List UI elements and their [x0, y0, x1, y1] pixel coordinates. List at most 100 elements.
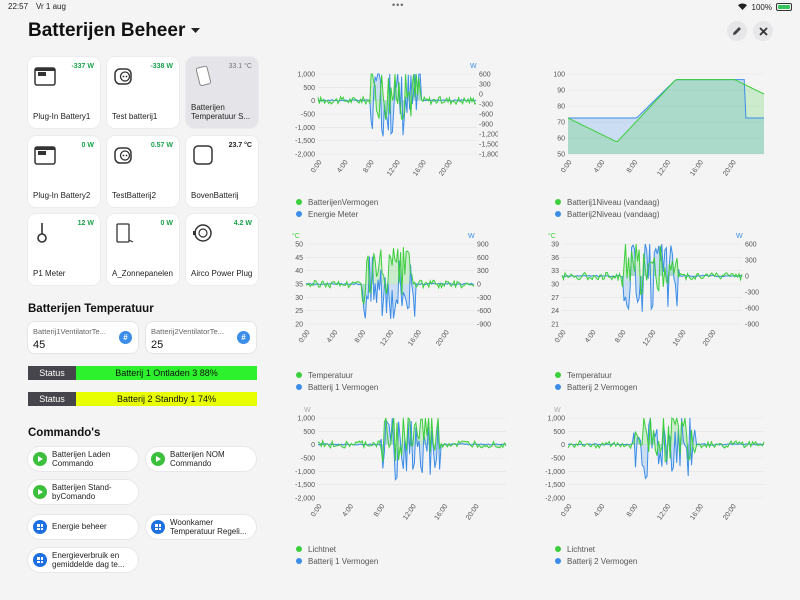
edit-button[interactable]	[727, 21, 747, 41]
date: Vr 1 aug	[36, 2, 66, 11]
legend-item[interactable]: Batterij 2 Vermogen	[555, 381, 637, 393]
y-tick-label: -1,500	[545, 482, 565, 489]
legend-item[interactable]: Temperatuur	[555, 369, 637, 381]
batterij2-ventilator-field[interactable]: Batterij2VentilatorTe... 25 #	[146, 322, 256, 353]
x-tick-label: 20:00	[435, 329, 451, 347]
tile-plug-in-battery2[interactable]: 0 W Plug-In Battery2	[28, 136, 100, 207]
tile-batterijen-temperatuur[interactable]: 33.1 °C Batterijen Temperatuur S...	[186, 57, 258, 128]
chart-svg: 1,000 500 0 -500 -1,000 -1,500 -2,000 600 300 0 -3…	[295, 63, 499, 178]
cmd-batterijen-nom[interactable]: Batterijen NOM Commando	[146, 447, 256, 471]
y-tick-label: 35	[295, 282, 303, 289]
legend-item[interactable]: Batterij 2 Vermogen	[555, 555, 637, 567]
series-line-blue	[317, 73, 477, 137]
tile-name: Airco Power Plug	[191, 269, 253, 279]
legend-item[interactable]: Batterij 1 Vermogen	[296, 555, 378, 567]
y-tick-label: 39	[551, 242, 559, 249]
tile-bovenbatterij[interactable]: 23.7 °C BovenBatterij	[186, 136, 258, 207]
y2-tick-label: 600	[477, 255, 489, 262]
y-tick-label: 1,000	[297, 72, 315, 79]
cmd-batterijen-laden[interactable]: Batterijen Laden Commando	[28, 447, 138, 471]
multitasking-dots-icon[interactable]: •••	[392, 0, 405, 10]
chart-lichtnet-batterij1[interactable]: 1,000 500 0 -500 -1,000 -1,500 -2,000 W 0:00 4:00…	[286, 404, 514, 534]
page-title[interactable]: Batterijen Beheer	[28, 20, 186, 41]
legend-item[interactable]: Temperatuur	[296, 369, 378, 381]
y-tick-label: 50	[295, 242, 303, 249]
legend-item[interactable]: Lichtnet	[296, 543, 378, 555]
y2-tick-label: -300	[745, 290, 759, 297]
x-tick-label: 8:00	[626, 503, 640, 518]
x-tick-label: 4:00	[593, 159, 607, 174]
y2-tick-label: -600	[477, 308, 491, 315]
series-line-blue	[561, 243, 743, 312]
chart2-legend: Temperatuur Batterij 1 Vermogen	[296, 369, 378, 393]
cmd-label: Batterijen Stand-byComando	[52, 482, 112, 501]
temperature-section-title: Batterijen Temperatuur	[28, 303, 154, 315]
cmd-batterijen-standby[interactable]: Batterijen Stand-byComando	[28, 480, 138, 504]
y-tick-label: 30	[295, 295, 303, 302]
legend-item[interactable]: Lichtnet	[555, 543, 637, 555]
x-tick-label: 12:00	[656, 503, 672, 521]
field-value[interactable]: 25	[151, 339, 164, 351]
series-line-green	[561, 243, 743, 296]
x-tick-label: 16:00	[412, 159, 428, 177]
legend-item[interactable]: BatterijenVermogen	[296, 196, 378, 208]
tile-name: P1 Meter	[33, 269, 66, 279]
tile-name: BovenBatterij	[191, 191, 239, 201]
x-tick-label: 20:00	[722, 503, 738, 521]
y-tick-label: 24	[551, 308, 559, 315]
tile-name: TestBatterij2	[112, 191, 157, 201]
y2-tick-label: -900	[479, 122, 493, 129]
y-tick-label: -1,500	[295, 138, 315, 145]
tile-testbatterij2[interactable]: 0.57 W TestBatterij2	[107, 136, 179, 207]
y2-tick-label: -900	[745, 322, 759, 329]
y-tick-label: 500	[303, 429, 315, 436]
legend-label: Energie Meter	[308, 209, 359, 219]
chart-batterijen-vermogen[interactable]: 1,000 500 0 -500 -1,000 -1,500 -2,000 600 300 0 -3…	[286, 60, 499, 190]
status-value: Batterij 2 Standby 1 74%	[76, 392, 257, 406]
dashboard-grid-icon	[33, 553, 47, 567]
close-button[interactable]	[753, 21, 773, 41]
legend-label: Batterij 2 Vermogen	[567, 556, 638, 566]
tile-p1-meter[interactable]: 12 W P1 Meter	[28, 214, 100, 285]
y-tick-label: 21	[551, 322, 559, 329]
play-icon	[33, 485, 47, 499]
y-tick-label: 50	[557, 152, 565, 159]
x-tick-label: 0:00	[310, 159, 324, 174]
legend-item[interactable]: Energie Meter	[296, 208, 378, 220]
chart-batterij-niveau[interactable]: 100 90 80 70 60 50 0:00 4:00 8:00 12:00 16:00 20:00	[536, 60, 772, 190]
cmd-label: Energieverbruik en gemiddelde dag te...	[52, 550, 125, 569]
y2-tick-label: 300	[745, 258, 757, 265]
right-axis-unit: W	[736, 233, 743, 240]
y-tick-label: 30	[551, 282, 559, 289]
cmd-energie-beheer[interactable]: Energie beheer	[28, 515, 138, 539]
batterij1-ventilator-field[interactable]: Batterij1VentilatorTe... 45 #	[28, 322, 138, 353]
tile-airco-power-plug[interactable]: 4.2 W Airco Power Plug	[186, 214, 258, 285]
cmd-label: Batterijen Laden Commando	[52, 449, 111, 468]
commands-section-title: Commando's	[28, 427, 101, 439]
status-key: Status	[28, 366, 76, 380]
chart-temperatuur-batterij1[interactable]: 50 45 40 35 30 25 20 °C 900 600 300 0 -300 -600 -900 W 0…	[286, 230, 498, 360]
y-tick-label: -2,000	[295, 152, 315, 159]
legend-label: Batterij 2 Vermogen	[567, 382, 638, 392]
chevron-down-icon[interactable]	[191, 28, 201, 34]
page-header[interactable]: Batterijen Beheer	[28, 20, 201, 42]
chart-lichtnet-batterij2[interactable]: 1,000 500 0 -500 -1,000 -1,500 -2,000 W 0:00 4:00…	[536, 404, 772, 534]
tile-test-batterij1[interactable]: -338 W Test batterij1	[107, 57, 179, 128]
field-value[interactable]: 45	[33, 339, 46, 351]
cmd-energieverbruik[interactable]: Energieverbruik en gemiddelde dag te...	[28, 548, 138, 572]
x-tick-label: 4:00	[584, 329, 598, 344]
field-label: Batterij2VentilatorTe...	[151, 327, 224, 336]
play-icon	[33, 452, 47, 466]
tile-value: 23.7 °C	[228, 142, 252, 149]
tile-a-zonnepanelen[interactable]: 0 W A_Zonnepanelen	[107, 214, 179, 285]
tile-plug-in-battery1[interactable]: -337 W Plug-In Battery1	[28, 57, 100, 128]
y-tick-label: 27	[551, 295, 559, 302]
legend-item[interactable]: Batterij 1 Vermogen	[296, 381, 378, 393]
legend-item[interactable]: Batterij1Niveau (vandaag)	[555, 196, 660, 208]
chart-temperatuur-batterij2[interactable]: 39 36 33 30 27 24 21 °C 600 300 0 -300 -600 -900 W 0:00…	[536, 230, 772, 360]
y-tick-label: -2,000	[545, 496, 565, 503]
legend-label: Batterij 1 Vermogen	[308, 382, 379, 392]
cmd-woonkamer-temperatuur[interactable]: Woonkamer Temperatuur Regeli...	[146, 515, 256, 539]
legend-label: Temperatuur	[308, 370, 353, 380]
legend-item[interactable]: Batterij2Niveau (vandaag)	[555, 208, 660, 220]
